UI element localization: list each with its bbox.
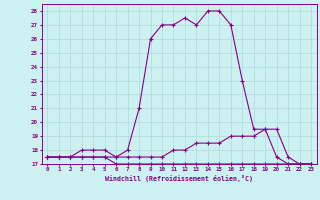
X-axis label: Windchill (Refroidissement éolien,°C): Windchill (Refroidissement éolien,°C) [105, 175, 253, 182]
